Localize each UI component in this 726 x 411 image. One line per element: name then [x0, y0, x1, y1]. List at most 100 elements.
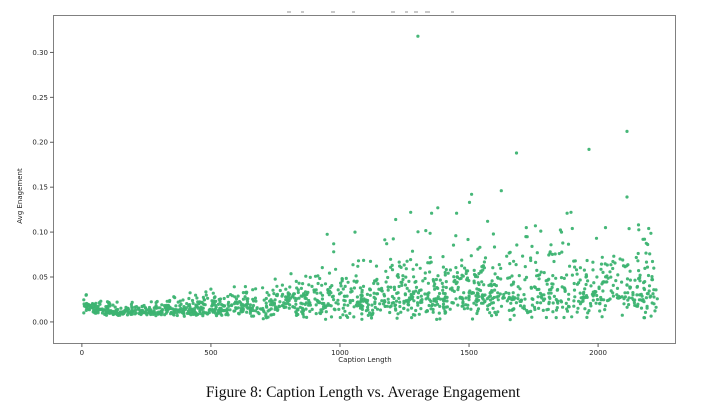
data-point: [325, 232, 329, 236]
data-point: [541, 298, 546, 303]
data-point: [359, 296, 363, 301]
data-point: [493, 288, 497, 292]
data-point: [539, 270, 543, 274]
data-point: [523, 278, 527, 282]
data-point: [284, 305, 288, 309]
data-point: [552, 259, 556, 264]
data-point: [366, 303, 370, 307]
data-point: [93, 306, 97, 310]
data-point: [595, 297, 600, 302]
data-point: [598, 302, 602, 306]
data-point: [138, 311, 142, 315]
data-point: [214, 314, 219, 318]
data-point: [492, 245, 497, 249]
data-point: [429, 307, 433, 311]
data-point: [542, 271, 546, 275]
data-point: [535, 301, 539, 305]
y-tick-label: 0.20: [32, 139, 48, 147]
data-point: [444, 280, 448, 284]
data-point: [237, 300, 242, 304]
data-point: [140, 304, 144, 308]
data-point: [419, 288, 423, 292]
data-point: [322, 304, 326, 308]
data-point: [524, 275, 529, 279]
data-point: [516, 297, 520, 301]
data-point: [348, 311, 352, 315]
data-point: [297, 296, 301, 300]
data-point: [326, 302, 330, 306]
data-point: [273, 305, 277, 309]
data-point: [591, 268, 595, 272]
data-point: [316, 274, 320, 278]
data-point: [429, 299, 433, 303]
data-point: [323, 282, 328, 286]
data-point: [583, 295, 587, 300]
data-point: [197, 301, 201, 305]
data-point: [416, 291, 421, 295]
data-point: [385, 242, 389, 246]
data-point: [433, 299, 437, 303]
data-point: [644, 260, 649, 264]
data-point: [524, 235, 528, 239]
data-point: [211, 309, 215, 313]
data-point: [307, 302, 312, 306]
data-point: [194, 311, 198, 315]
data-point: [521, 306, 525, 310]
data-point: [618, 257, 622, 261]
data-point: [424, 297, 428, 301]
data-point: [578, 266, 583, 270]
data-point: [337, 292, 342, 296]
data-point: [393, 307, 398, 311]
clipped-title-fragment: [405, 11, 408, 13]
data-point: [572, 281, 576, 286]
data-point: [488, 311, 492, 315]
data-point: [496, 291, 500, 295]
data-point: [312, 288, 316, 292]
data-point: [638, 279, 642, 283]
data-point: [102, 308, 106, 312]
data-point: [314, 303, 318, 307]
data-point: [406, 302, 410, 306]
data-point: [633, 278, 637, 282]
data-point: [536, 295, 540, 299]
data-point: [360, 294, 364, 298]
data-point: [518, 304, 523, 308]
data-point: [351, 263, 355, 267]
data-point: [332, 307, 336, 311]
data-point: [352, 305, 356, 309]
data-point: [644, 251, 648, 255]
data-point: [643, 280, 647, 284]
data-point: [419, 307, 423, 311]
data-point: [464, 271, 468, 276]
data-point: [291, 293, 295, 297]
data-point: [553, 252, 557, 256]
data-point: [642, 287, 647, 292]
data-point: [514, 151, 519, 155]
data-point: [204, 293, 208, 297]
data-point: [521, 254, 525, 258]
data-point: [388, 310, 392, 315]
data-point: [275, 308, 280, 312]
data-point: [560, 285, 564, 289]
data-point: [248, 303, 252, 307]
data-point: [403, 283, 407, 287]
data-point: [219, 309, 224, 313]
data-point: [587, 309, 591, 313]
data-point: [415, 263, 419, 267]
data-point: [237, 311, 241, 315]
data-point: [282, 301, 286, 305]
data-point: [402, 263, 406, 267]
data-point: [253, 296, 257, 300]
data-point: [443, 309, 447, 313]
data-point: [519, 299, 523, 303]
data-point: [318, 276, 322, 281]
data-point: [304, 301, 308, 305]
data-point: [514, 263, 518, 267]
data-point: [625, 283, 629, 287]
data-point: [655, 297, 659, 301]
data-point: [649, 231, 653, 235]
data-point: [391, 237, 395, 241]
data-point: [392, 287, 397, 292]
data-point: [320, 283, 324, 287]
data-point: [583, 287, 587, 291]
